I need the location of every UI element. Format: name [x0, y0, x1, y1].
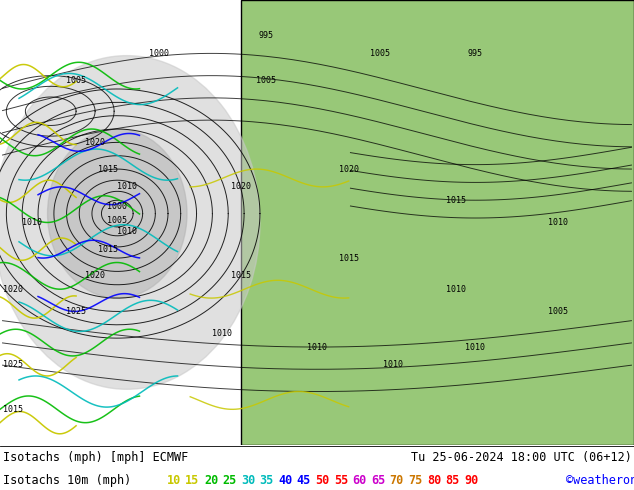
Text: 50: 50	[315, 473, 330, 487]
Text: 1010: 1010	[383, 360, 403, 369]
Text: 995: 995	[468, 49, 483, 58]
Text: Isotachs 10m (mph): Isotachs 10m (mph)	[3, 473, 131, 487]
Text: 30: 30	[241, 473, 256, 487]
Text: 1015: 1015	[98, 245, 118, 254]
Text: 1015: 1015	[98, 165, 118, 173]
Text: 1025: 1025	[3, 360, 23, 369]
Text: 80: 80	[427, 473, 441, 487]
Text: 1005: 1005	[370, 49, 391, 58]
Text: 1005: 1005	[107, 216, 127, 225]
Text: 1005: 1005	[66, 75, 86, 85]
Text: 75: 75	[408, 473, 422, 487]
Text: 1015: 1015	[231, 271, 251, 280]
Text: 65: 65	[371, 473, 385, 487]
Text: 70: 70	[390, 473, 404, 487]
Text: 1010: 1010	[465, 343, 486, 351]
Text: 60: 60	[353, 473, 366, 487]
Text: 1010: 1010	[307, 343, 327, 351]
Text: 55: 55	[334, 473, 348, 487]
Text: 1015: 1015	[339, 253, 359, 263]
Text: 1000: 1000	[148, 49, 169, 58]
Text: 1020: 1020	[85, 138, 105, 147]
Text: 1015: 1015	[446, 196, 467, 205]
Text: 20: 20	[204, 473, 218, 487]
Ellipse shape	[48, 129, 187, 298]
Text: 1020: 1020	[3, 285, 23, 294]
Text: 1010: 1010	[117, 227, 137, 236]
Text: 10: 10	[167, 473, 181, 487]
Text: Tu 25-06-2024 18:00 UTC (06+12): Tu 25-06-2024 18:00 UTC (06+12)	[411, 451, 631, 464]
Text: Isotachs (mph) [mph] ECMWF: Isotachs (mph) [mph] ECMWF	[3, 451, 188, 464]
FancyBboxPatch shape	[241, 0, 634, 445]
Text: 995: 995	[259, 31, 274, 40]
Text: 45: 45	[297, 473, 311, 487]
Text: 1010: 1010	[212, 329, 232, 338]
Text: 1005: 1005	[548, 307, 568, 316]
Text: 1005: 1005	[256, 75, 276, 85]
Text: 1020: 1020	[231, 182, 251, 192]
Text: 1010: 1010	[22, 218, 42, 227]
Ellipse shape	[0, 56, 260, 389]
Text: 1000: 1000	[107, 202, 127, 211]
Text: 15: 15	[185, 473, 200, 487]
Text: 1010: 1010	[446, 285, 467, 294]
Text: 85: 85	[445, 473, 460, 487]
Text: 90: 90	[464, 473, 478, 487]
Text: 1010: 1010	[548, 218, 568, 227]
Text: ©weatheronline.co.uk: ©weatheronline.co.uk	[566, 473, 634, 487]
Text: 35: 35	[260, 473, 274, 487]
Text: 1010: 1010	[117, 182, 137, 192]
Text: 25: 25	[223, 473, 236, 487]
Text: 1025: 1025	[66, 307, 86, 316]
Text: 1015: 1015	[3, 405, 23, 414]
Text: 1020: 1020	[85, 271, 105, 280]
Text: 1020: 1020	[339, 165, 359, 173]
Text: 40: 40	[278, 473, 292, 487]
